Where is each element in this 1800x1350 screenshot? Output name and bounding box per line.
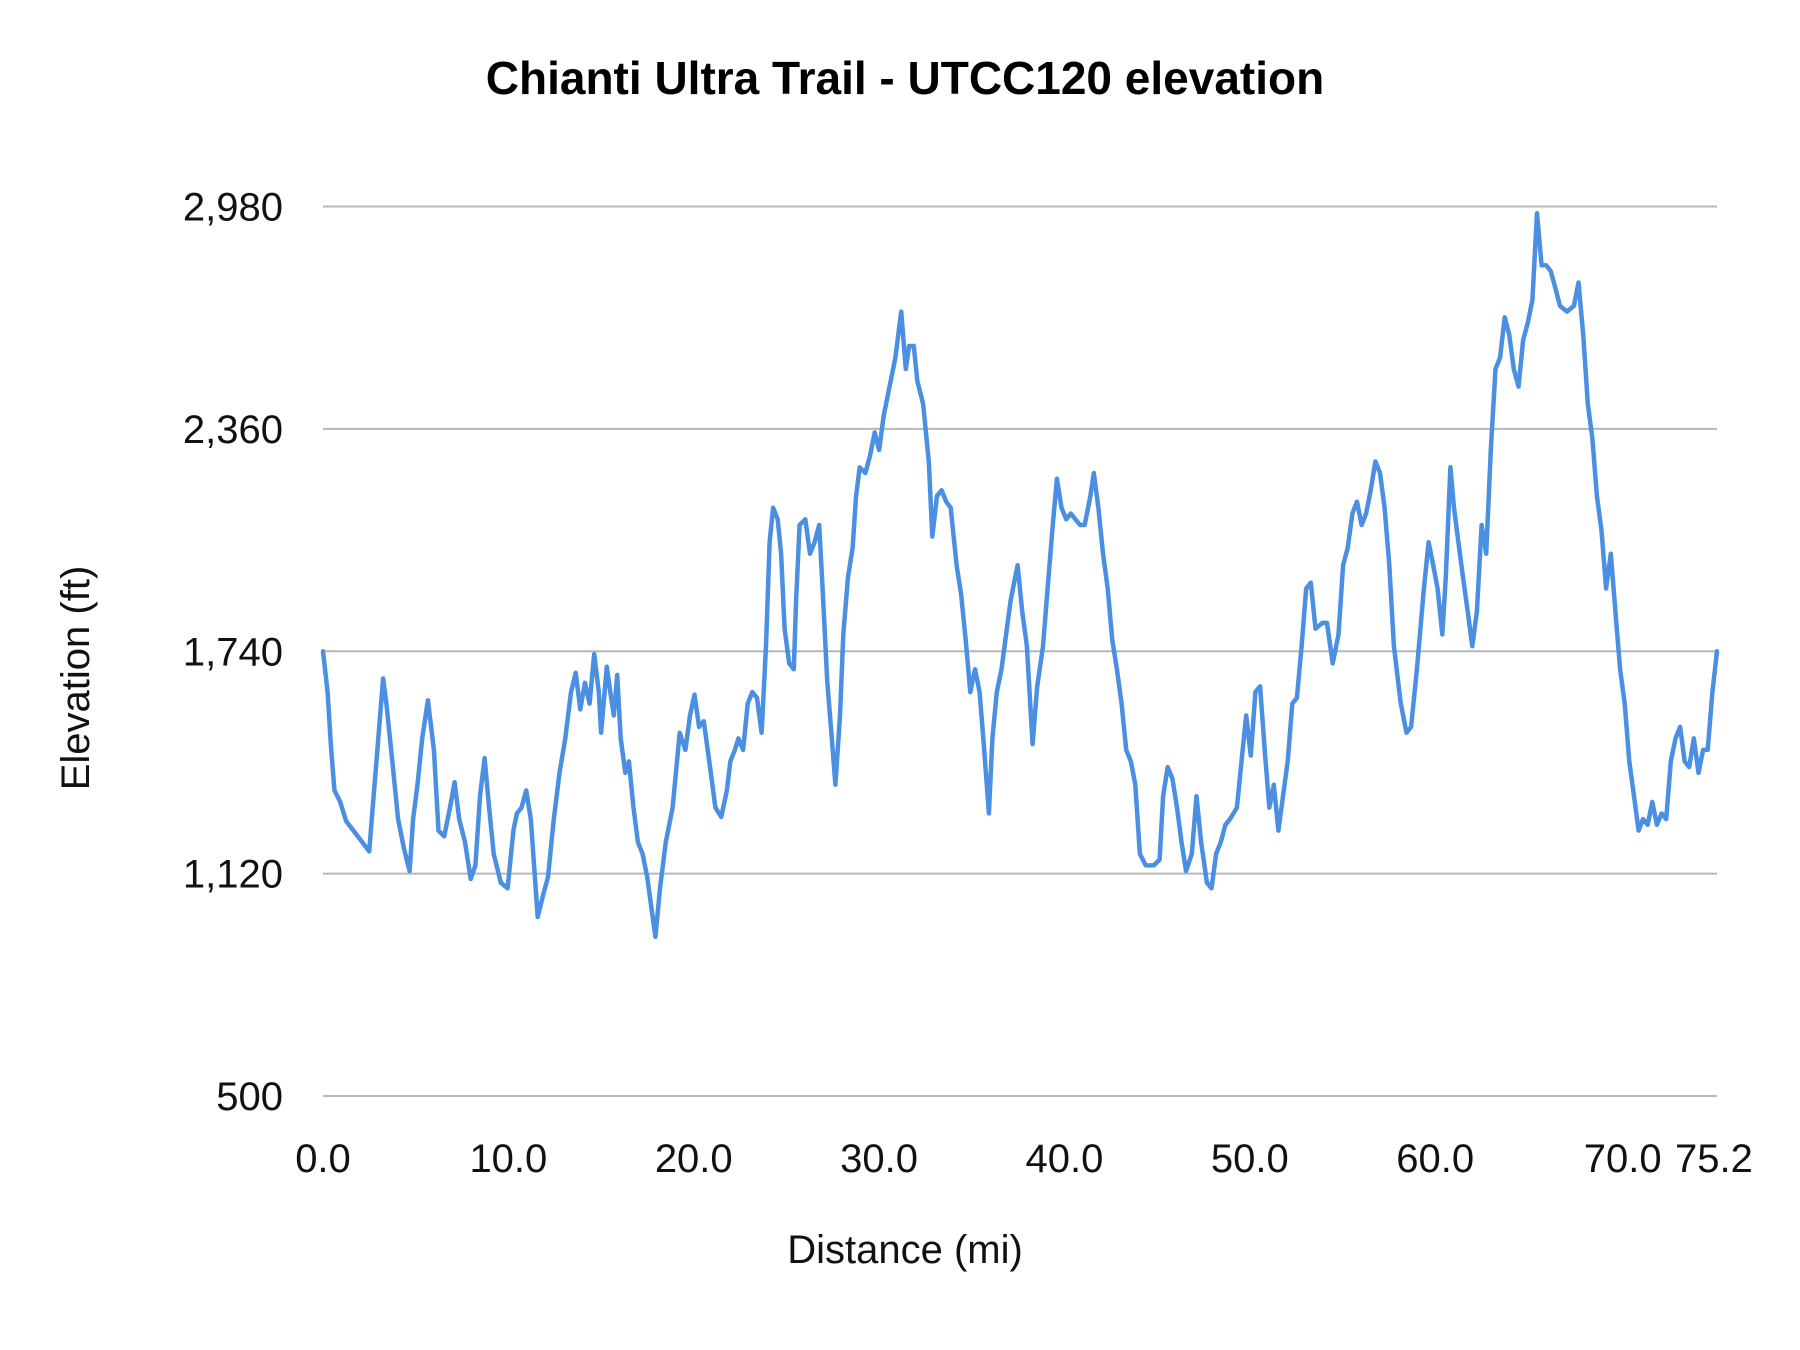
x-axis-label: Distance (mi) [787, 1228, 1023, 1272]
x-tick-label: 10.0 [469, 1137, 547, 1181]
x-tick-label: 20.0 [655, 1137, 733, 1181]
x-axis-ticks: 0.0 10.0 20.0 30.0 40.0 50.0 60.0 70.0 75.2 [295, 1137, 1753, 1181]
chart-title: Chianti Ultra Trail - UTCC120 elevation [486, 52, 1324, 104]
x-tick-label: 30.0 [840, 1137, 918, 1181]
x-tick-label: 70.0 [1584, 1137, 1662, 1181]
y-axis-label: Elevation (ft) [54, 566, 98, 791]
gridlines [323, 205, 1717, 1097]
y-axis-ticks: 500 1,120 1,740 2,360 2,980 [183, 186, 283, 1120]
x-tick-label: 75.2 [1675, 1137, 1753, 1181]
y-tick-label: 500 [216, 1075, 283, 1119]
y-tick-label: 1,740 [183, 630, 283, 674]
y-tick-label: 1,120 [183, 853, 283, 897]
x-tick-label: 50.0 [1211, 1137, 1289, 1181]
y-tick-label: 2,980 [183, 186, 283, 230]
elevation-series-line [320, 211, 1720, 940]
x-tick-label: 0.0 [295, 1137, 351, 1181]
x-tick-label: 40.0 [1026, 1137, 1104, 1181]
y-tick-label: 2,360 [183, 408, 283, 452]
x-tick-label: 60.0 [1396, 1137, 1474, 1181]
